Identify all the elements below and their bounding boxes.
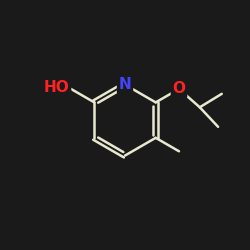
Text: N: N bbox=[119, 77, 132, 92]
Text: HO: HO bbox=[44, 80, 70, 95]
Text: O: O bbox=[172, 82, 186, 96]
